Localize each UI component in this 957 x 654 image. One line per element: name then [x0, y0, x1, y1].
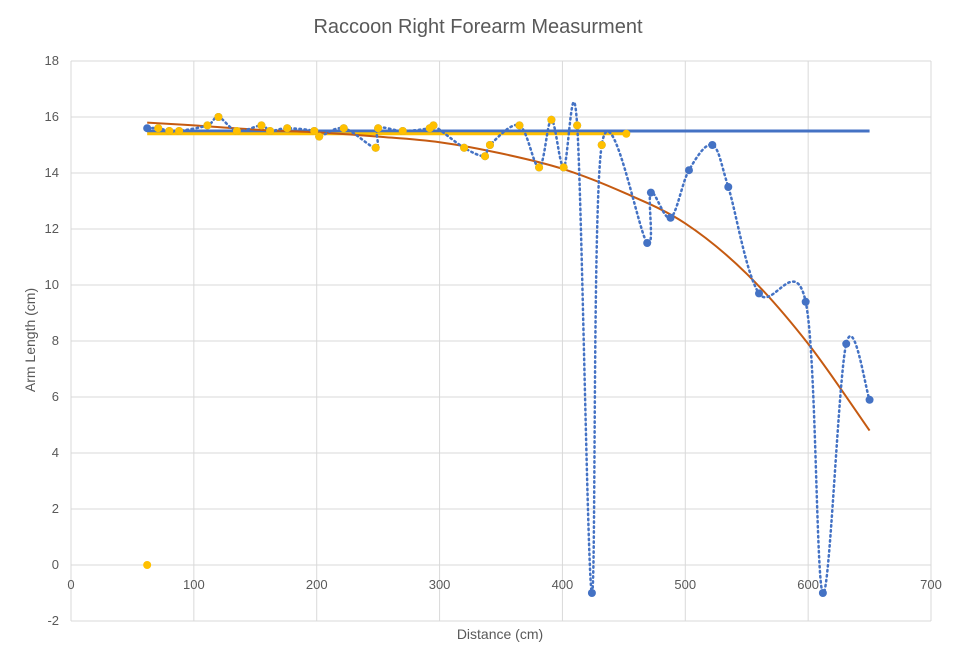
data-point-yellow [266, 127, 275, 135]
data-point-yellow [232, 127, 241, 135]
dotted-smooth-line [145, 101, 871, 595]
data-point-yellow [559, 163, 568, 172]
data-point-blue [646, 188, 655, 197]
chart-title: Raccoon Right Forearm Measurment [313, 16, 642, 38]
data-point-yellow [315, 132, 324, 141]
y-tick-label: 0 [52, 557, 59, 572]
data-point-yellow [214, 113, 223, 121]
y-tick-label: 8 [52, 333, 59, 348]
data-point-yellow [374, 124, 383, 133]
data-point-yellow [165, 127, 174, 135]
data-point-yellow [547, 115, 556, 124]
x-tick-label: 300 [429, 577, 451, 592]
data-point-blue [842, 339, 851, 348]
data-point-blue [587, 589, 596, 597]
x-tick-label: 200 [306, 577, 328, 592]
tick-labels: -2 0 2 4 6 8 10 12 14 16 18 0 100 200 300 400 500 600 700 [45, 53, 942, 628]
x-tick-label: 400 [552, 577, 574, 592]
data-point-yellow [481, 152, 490, 161]
x-tick-label: 600 [797, 577, 819, 592]
data-point-yellow [429, 121, 438, 130]
data-point-yellow [398, 127, 407, 135]
y-tick-label: 18 [45, 53, 59, 68]
data-point-yellow [283, 124, 292, 133]
y-tick-label: 2 [52, 501, 59, 516]
y-tick-label: 12 [45, 221, 59, 236]
y-tick-label: 4 [52, 445, 59, 460]
x-tick-label: 100 [183, 577, 205, 592]
y-tick-label: 14 [45, 165, 59, 180]
x-tick-label: 500 [674, 577, 696, 592]
data-point-blue [666, 213, 675, 222]
data-point-blue [684, 166, 693, 175]
data-point-yellow [515, 121, 524, 130]
data-point-yellow [175, 127, 184, 135]
data-point-blue [643, 239, 652, 247]
trend-curve [147, 121, 871, 432]
x-axis-title: Distance (cm) [457, 626, 543, 642]
data-point-yellow [203, 121, 212, 130]
y-tick-label: 6 [52, 389, 59, 404]
data-point-yellow [143, 561, 152, 569]
data-point-yellow [573, 121, 582, 130]
data-point-blue [143, 124, 152, 133]
data-point-yellow [371, 143, 380, 152]
series-layer [143, 101, 874, 597]
x-tick-label: 700 [920, 577, 942, 592]
data-point-blue [755, 289, 763, 298]
data-point-yellow [622, 129, 631, 138]
data-point-yellow [597, 141, 606, 149]
y-axis-title: Arm Length (cm) [22, 288, 38, 392]
data-point-blue [801, 297, 810, 306]
data-point-yellow [485, 141, 494, 149]
data-point-yellow [154, 124, 163, 133]
data-point-yellow [460, 143, 469, 152]
data-point-yellow [339, 124, 348, 133]
y-tick-label: 16 [45, 109, 59, 124]
data-point-blue [708, 141, 717, 149]
data-point-yellow [257, 121, 266, 130]
y-tick-label: -2 [47, 613, 59, 628]
x-tick-label: 0 [67, 577, 74, 592]
data-point-blue [724, 183, 733, 191]
data-point-yellow [310, 127, 319, 135]
data-point-yellow [535, 163, 544, 172]
gridlines [70, 60, 932, 622]
y-tick-label: 10 [45, 277, 59, 292]
data-point-blue [818, 589, 827, 597]
data-point-blue [865, 395, 874, 404]
